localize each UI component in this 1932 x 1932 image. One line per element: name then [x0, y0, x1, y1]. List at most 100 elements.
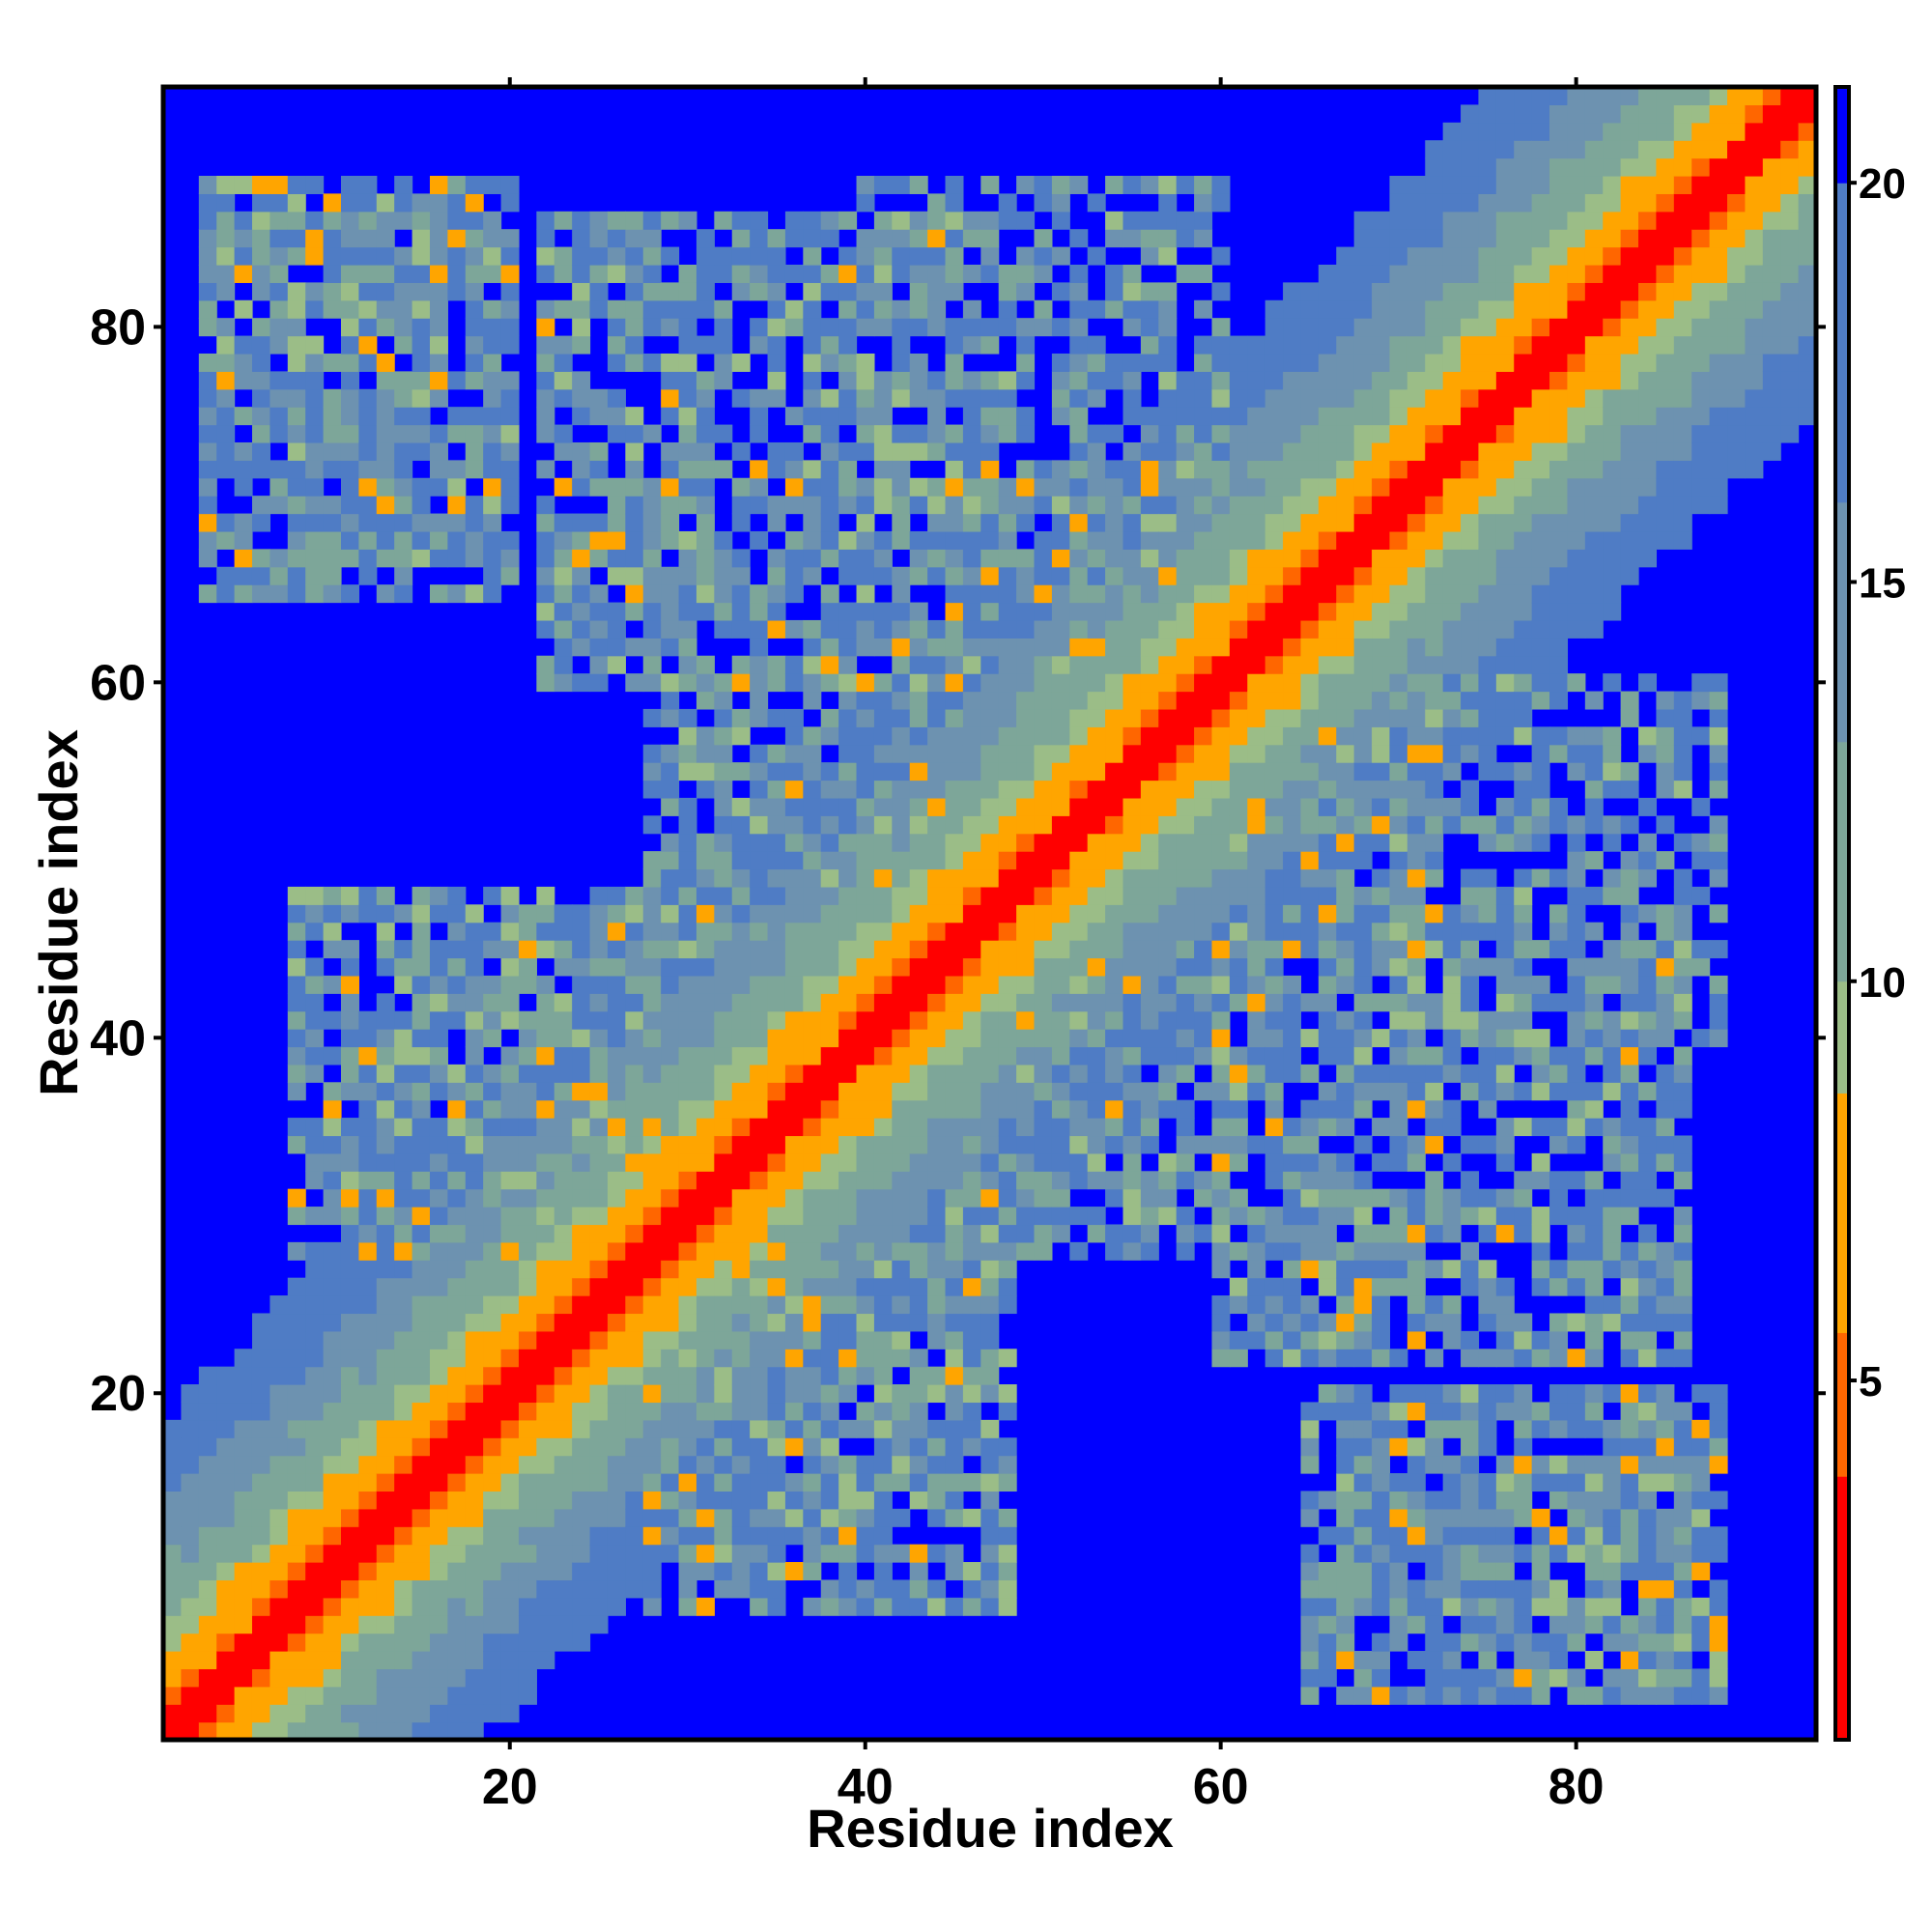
heatmap-cell — [927, 1508, 947, 1527]
heatmap-cell — [1389, 441, 1408, 461]
heatmap-cell — [412, 1224, 431, 1243]
heatmap-cell — [803, 619, 822, 639]
heatmap-cell — [412, 299, 431, 319]
heatmap-cell — [962, 1437, 981, 1457]
heatmap-cell — [1425, 1207, 1444, 1226]
heatmap-cell — [394, 1597, 413, 1616]
heatmap-cell — [1158, 940, 1178, 959]
heatmap-cell — [607, 1384, 626, 1404]
heatmap-cell — [429, 388, 448, 408]
heatmap-cell — [909, 1384, 928, 1404]
heatmap-cell — [376, 549, 395, 568]
heatmap-cell — [287, 1188, 306, 1208]
heatmap-cell — [1514, 886, 1533, 905]
heatmap-cell — [216, 1366, 236, 1385]
heatmap-cell — [1514, 87, 1533, 105]
heatmap-cell — [696, 1402, 715, 1421]
heatmap-cell — [1389, 886, 1408, 905]
heatmap-cell — [856, 246, 875, 266]
heatmap-cell — [1478, 441, 1497, 461]
heatmap-cell — [1372, 691, 1391, 710]
heatmap-cell — [305, 441, 325, 461]
heatmap-cell — [376, 1384, 395, 1404]
heatmap-cell — [731, 1402, 751, 1421]
heatmap-cell — [1461, 318, 1480, 337]
heatmap-cell — [873, 1330, 893, 1350]
heatmap-cell — [323, 513, 342, 532]
heatmap-cell — [856, 1579, 875, 1599]
heatmap-cell — [1478, 833, 1497, 852]
heatmap-cell — [1442, 1152, 1462, 1172]
heatmap-cell — [642, 868, 662, 888]
heatmap-cell — [1353, 833, 1373, 852]
heatmap-cell — [1372, 441, 1391, 461]
heatmap-cell — [1372, 815, 1391, 835]
heatmap-cell — [1406, 353, 1426, 372]
heatmap-cell — [572, 940, 591, 959]
heatmap-cell — [1461, 1491, 1480, 1510]
heatmap-cell — [1283, 708, 1302, 727]
heatmap-cell — [305, 1330, 325, 1350]
heatmap-cell — [1016, 744, 1036, 763]
heatmap-cell — [1283, 1349, 1302, 1368]
heatmap-cell — [358, 1029, 378, 1048]
heatmap-cell — [198, 1437, 217, 1457]
heatmap-cell — [1478, 815, 1497, 835]
heatmap-cell — [1353, 993, 1373, 1012]
heatmap-cell — [1034, 246, 1053, 266]
heatmap-cell — [394, 957, 413, 977]
heatmap-cell — [1283, 1277, 1302, 1296]
heatmap-cell — [340, 264, 359, 283]
heatmap-cell — [234, 175, 253, 194]
heatmap-cell — [589, 886, 609, 905]
heatmap-cell — [661, 957, 680, 977]
heatmap-cell — [927, 904, 947, 923]
heatmap-cell — [340, 1651, 359, 1670]
heatmap-cell — [447, 1437, 467, 1457]
heatmap-cell — [607, 904, 626, 923]
heatmap-cell — [1264, 299, 1284, 319]
heatmap-cell — [1336, 726, 1355, 746]
heatmap-cell — [1247, 904, 1266, 923]
heatmap-cell — [358, 211, 378, 230]
heatmap-cell — [838, 1562, 858, 1581]
heatmap-cell — [412, 1188, 431, 1208]
heatmap-cell — [731, 441, 751, 461]
heatmap-cell — [1122, 211, 1142, 230]
heatmap-cell — [838, 619, 858, 639]
heatmap-cell — [1495, 1491, 1515, 1510]
heatmap-cell — [1406, 762, 1426, 781]
heatmap-cell — [270, 388, 289, 408]
heatmap-cell — [1372, 1686, 1391, 1705]
heatmap-cell — [696, 655, 715, 674]
heatmap-cell — [1247, 957, 1266, 977]
heatmap-cell — [1264, 1224, 1284, 1243]
heatmap-cell — [1514, 1313, 1533, 1332]
heatmap-cell — [803, 851, 822, 870]
heatmap-cell — [287, 1455, 306, 1474]
heatmap-cell — [678, 1152, 697, 1172]
heatmap-cell — [998, 815, 1017, 835]
heatmap-cell — [838, 1260, 858, 1279]
heatmap-cell — [678, 299, 697, 319]
heatmap-cell — [358, 1597, 378, 1616]
heatmap-cell — [483, 318, 502, 337]
heatmap-cell — [1264, 353, 1284, 372]
heatmap-cell — [1140, 229, 1159, 248]
heatmap-cell — [536, 1010, 555, 1030]
heatmap-cell — [678, 530, 697, 550]
heatmap-cell — [305, 566, 325, 585]
heatmap-cell — [1318, 957, 1337, 977]
heatmap-cell — [945, 1046, 964, 1065]
heatmap-cell — [1389, 1260, 1408, 1279]
heatmap-cell — [1087, 566, 1106, 585]
heatmap-cell — [1300, 1064, 1320, 1083]
heatmap-cell — [429, 246, 448, 266]
heatmap-cell — [447, 530, 467, 550]
heatmap-cell — [572, 388, 591, 408]
heatmap-cell — [892, 530, 911, 550]
heatmap-cell — [661, 1491, 680, 1510]
heatmap-cell — [1283, 318, 1302, 337]
heatmap-cell — [483, 1686, 502, 1705]
heatmap-cell — [465, 549, 484, 568]
